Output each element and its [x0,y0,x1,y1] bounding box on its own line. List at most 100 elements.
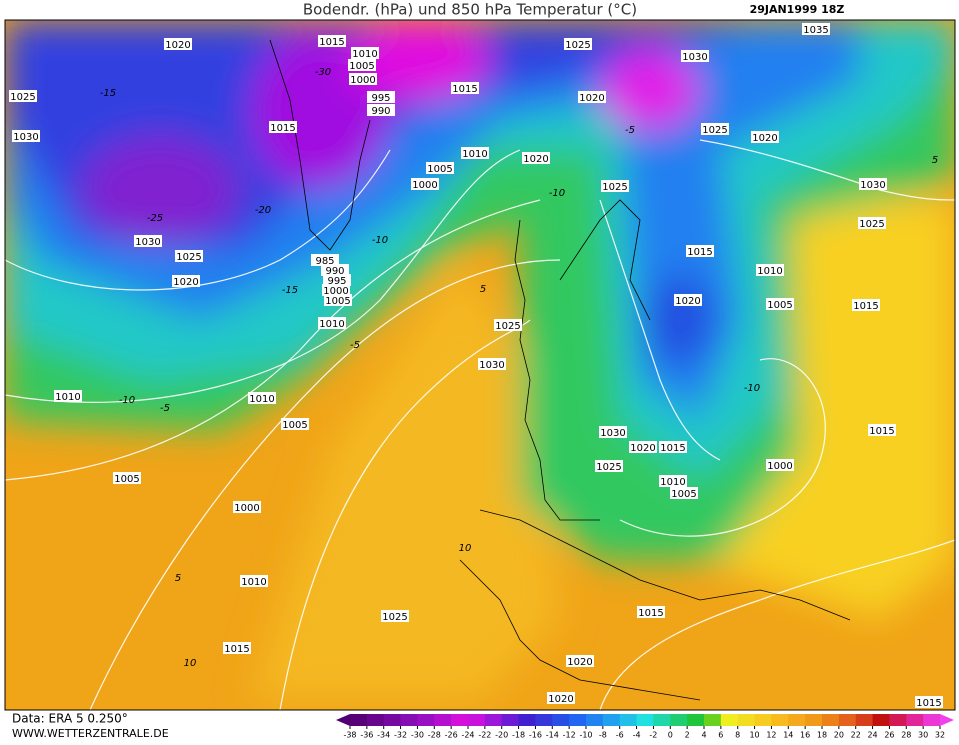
contour-labels: 1020 101510101005100099599010151015102510… [9,23,943,709]
isobar-label: 1005 [282,420,307,431]
isobar-label: 1025 [702,125,727,136]
colorbar-tick-label: -14 [546,731,559,740]
map-frame [4,19,956,711]
isobar-label: 1000 [323,286,348,297]
isobar-label: 1015 [452,84,477,95]
colorbar-tick-label: -20 [495,731,508,740]
isobar-label: 1025 [176,252,201,263]
colorbar-tick-label: -36 [360,731,373,740]
colorbar-segment [855,714,874,726]
colorbar-tick-label: 30 [918,731,928,740]
isobar-label: 1015 [319,37,344,48]
colorbar-segment [569,714,587,726]
colorbar-tick-label: 2 [685,731,690,740]
isobar-label-box [318,35,346,47]
isobar-label-box [674,294,702,306]
isobar-label: 1030 [682,52,707,63]
temperature-label: -10 [744,383,760,394]
isobar-label-box [411,178,439,190]
isobar-label-box [659,475,687,487]
temperature-label: -10 [372,235,388,246]
isobar-label: 1035 [803,25,828,36]
colorbar-tick-label: -28 [428,731,441,740]
isobar-label-box [522,152,550,164]
colorbar-tick-label: 24 [867,731,877,740]
isobar-label: 1010 [249,394,274,405]
isobar-label-box [113,472,141,484]
isobar-label-box [426,162,454,174]
colorbar-arrow [940,714,954,726]
colorbar-tick-label: 4 [701,731,706,740]
colorbar-tick-label: 16 [800,731,810,740]
isobar-label-box [859,178,887,190]
isobar-label: 1020 [548,694,573,705]
colorbar-tick-label: 32 [935,731,945,740]
isobar-label-box [54,390,82,402]
colorbar-segment [350,714,368,726]
isobar-label-box [494,319,522,331]
colorbar-tick-label: 8 [735,731,740,740]
colorbar-tick-label: -38 [343,731,356,740]
isobar-label-box [12,130,40,142]
colorbar-segment [872,714,890,726]
isobar-label-box [802,23,830,35]
isobar-label: 1015 [853,301,878,312]
temperature-label: -30 [315,67,331,78]
colorbar-tick-label: -6 [616,731,624,740]
colorbar-segment [720,714,739,726]
isobar-label-box [349,73,377,85]
isobar-label-box [756,264,784,276]
isobar-label-box [681,50,709,62]
isobar-label-box [164,38,192,50]
isobar-label: 1005 [114,474,139,485]
isobar-label-box [451,82,479,94]
colorbar-tick-label: 6 [718,731,723,740]
isobar-label: 995 [327,276,346,287]
temperature-label: -15 [282,285,298,296]
isobar-label: 1015 [660,443,685,454]
isobar-label-box [686,245,714,257]
isobar-label: 1025 [602,182,627,193]
isobar-label-box [351,47,379,59]
isobar-label: 1030 [860,180,885,191]
temperature-label: -5 [625,125,635,136]
isobar-label: 1010 [660,477,685,488]
temperature-label: -10 [549,188,565,199]
colorbar-segment [889,714,907,726]
isobar-label-box [318,317,346,329]
isobar-label-box [323,274,351,286]
colorbar-segment [670,714,688,726]
colorbar-segment [434,714,452,726]
colorbar-segment [687,714,705,726]
isobar-label: 1020 [567,657,592,668]
colorbar-segment [822,714,840,726]
isobar-label-box [324,294,352,306]
isobar-label: 1000 [350,75,375,86]
isobar-label: 1015 [638,608,663,619]
colorbar-arrow [336,714,350,726]
colorbar-segment [737,714,756,726]
isobar-label: 1030 [600,428,625,439]
isobar-label-box [766,459,794,471]
temperature-label: -25 [147,213,163,224]
colorbar-segment [552,714,570,726]
isobar-label-box [858,217,886,229]
isobar-label-box [172,275,200,287]
isobar-label-box [547,692,575,704]
colorbar-tick-label: -2 [649,731,657,740]
isobar-label: 1005 [671,489,696,500]
isobar-label-box [852,299,880,311]
isobar-label-box [367,104,395,116]
isobar-label: 1005 [767,300,792,311]
isobar-label: 1000 [412,180,437,191]
colorbar-tick-label: 20 [834,731,844,740]
isobar-label: 1010 [462,149,487,160]
colorbar-tick-label: 26 [884,731,894,740]
colorbar-segment [535,714,553,726]
isobar-label: 1020 [675,296,700,307]
colorbar-segment [400,714,418,726]
isobar-label: 1025 [382,612,407,623]
isobar-label-box [248,392,276,404]
temperature-label: -20 [255,205,271,216]
isobar-label: 1025 [10,92,35,103]
